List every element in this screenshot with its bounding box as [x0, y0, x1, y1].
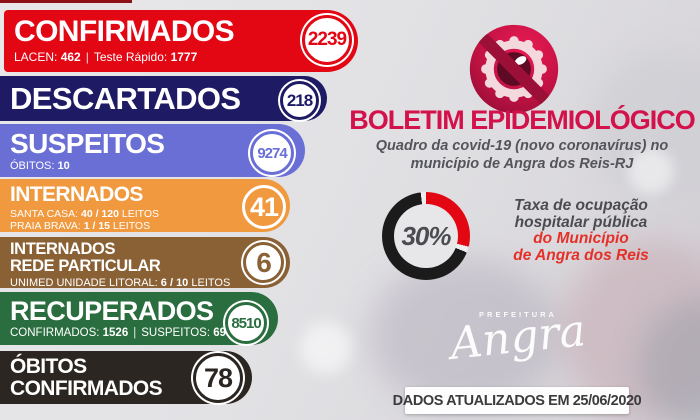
stat-badge-rede-particular: 6	[241, 240, 286, 285]
stat-badge-count: 218	[286, 90, 313, 110]
stat-subtext: UNIMED UNIDADE LITORAL: 6 / 10 LEITOS	[10, 277, 231, 289]
prefeitura-angra-logo: PREFEITURA Angra	[428, 305, 608, 370]
stat-title: CONFIRMADOS	[14, 15, 235, 48]
stat-badge-count: 41	[249, 191, 279, 222]
donut-hole	[394, 204, 458, 268]
stat-title: SUSPEITOS	[10, 128, 165, 159]
background-bubble-decoration	[300, 322, 352, 374]
bulletin-subtitle: Quadro da covid-19 (novo coronavírus) no…	[348, 137, 696, 173]
no-virus-icon	[467, 22, 561, 116]
stat-title: INTERNADOS	[10, 240, 116, 258]
stat-title: RECUPERADOS	[10, 296, 214, 326]
occupancy-line: do Município	[533, 230, 629, 247]
stat-badge-suspeitos: 9274	[248, 129, 296, 177]
stat-badge-count: 8510	[231, 314, 261, 332]
top-accent-strip	[0, 0, 132, 3]
bulletin-title: BOLETIM EPIDEMIOLÓGICO	[349, 105, 696, 135]
occupancy-line: Taxa de ocupação	[514, 197, 648, 214]
stat-badge-descartados: 218	[278, 79, 321, 122]
stat-badge-obitos: 78	[191, 351, 245, 405]
occupancy-donut-chart: 30%	[382, 192, 470, 280]
stat-title: REDE PARTICULAR	[10, 256, 161, 275]
stat-bar-confirmados: CONFIRMADOS LACEN: 462 | Teste Rápido: 177…	[4, 10, 358, 72]
stat-badge-confirmados: 2239	[300, 13, 354, 67]
stat-subtext: PRAIA BRAVA: 1 / 15 LEITOS	[10, 220, 151, 232]
subtitle-line: Quadro da covid-19 (novo coronavírus) no	[375, 138, 669, 154]
stat-title: DESCARTADOS	[10, 81, 241, 116]
stat-badge-count: 6	[256, 246, 272, 278]
logo-prefeitura-text: PREFEITURA	[479, 310, 557, 319]
stat-badge-count: 2239	[307, 29, 347, 50]
occupancy-caption: Taxa de ocupação hospitalar pública do M…	[498, 197, 664, 264]
data-updated-text: DADOS ATUALIZADOS EM 25/06/2020	[392, 392, 642, 409]
stat-title: CONFIRMADOS	[10, 377, 163, 400]
occupancy-line: de Angra dos Reis	[513, 246, 649, 264]
occupancy-percent: 30%	[401, 220, 451, 251]
data-updated-banner: DADOS ATUALIZADOS EM 25/06/2020	[393, 387, 642, 414]
stat-subtext: SANTA CASA: 40 / 120 LEITOS	[10, 208, 160, 220]
stat-badge-count: 9274	[257, 144, 287, 162]
stat-bar-descartados: DESCARTADOS	[0, 76, 327, 121]
stat-subtext: LACEN: 462 | Teste Rápido: 1777	[14, 50, 198, 64]
stat-title: INTERNADOS	[10, 183, 143, 206]
stat-subtext: ÓBITOS: 10	[10, 160, 70, 172]
background-virus-decoration	[640, 300, 700, 420]
stat-title: ÓBITOS	[10, 355, 87, 378]
stat-badge-recuperados: 8510	[223, 300, 269, 346]
occupancy-line: hospitalar pública	[514, 213, 648, 231]
stat-badge-internados: 41	[240, 183, 288, 231]
subtitle-line: município de Angra dos Reis-RJ	[410, 156, 634, 172]
stat-badge-count: 78	[203, 362, 233, 393]
